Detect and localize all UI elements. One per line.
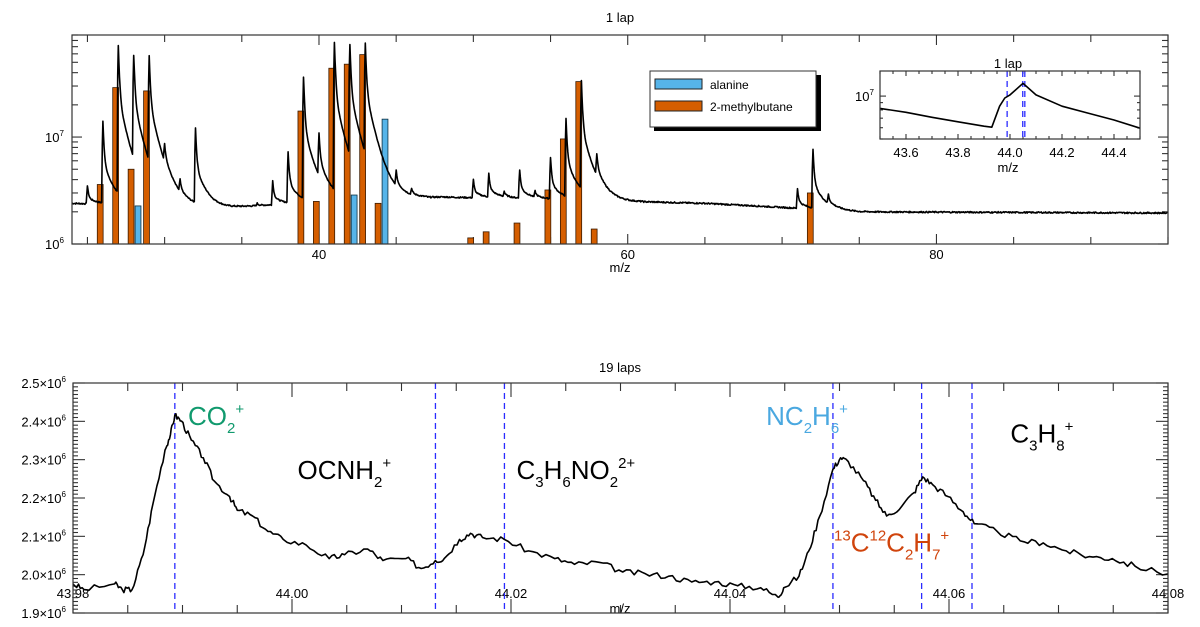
spectrum-line (72, 412, 1169, 599)
bar-2-methylbutane (482, 231, 490, 245)
annotation-c3h6no2-part: 2 (610, 474, 618, 491)
annotation-ocnh2: OCNH2+ (297, 455, 391, 491)
y-tick-label: 2.2×106 (21, 490, 66, 506)
bar-2-methylbutane (467, 237, 475, 245)
y-tick-label: 2.4×106 (21, 413, 66, 429)
legend-label-2-methylbutane: 2-methylbutane (710, 100, 793, 114)
legend-label-alanine: alanine (710, 78, 749, 92)
annotation-c3h6no2-part: C (516, 455, 535, 485)
bar-2-methylbutane (374, 202, 382, 245)
annotation-c3h6no2-part: 3 (535, 474, 543, 491)
bottom-chart-19-laps: 19 laps m/z 43.9844.0044.0244.0444.0644.… (21, 360, 1184, 621)
bar-alanine (381, 118, 389, 245)
annotation-ocnh2-part: OCNH (297, 455, 374, 485)
annotation-nc2h6-part: 2 (804, 420, 812, 437)
x-tick-label: 40 (312, 247, 326, 262)
inset-x-tick-label: 43.6 (893, 145, 918, 160)
legend: alanine 2-methylbutane (649, 70, 821, 131)
annotation-c3h6no2-part: H (544, 455, 563, 485)
bar-2-methylbutane (312, 201, 320, 245)
annotation-c3h8-part: 3 (1029, 437, 1037, 454)
annotation-c13c12c2h7: 13C12C2H7+ (834, 528, 949, 564)
top-chart-frame (71, 34, 1169, 245)
annotation-co2: CO2+ (188, 401, 244, 437)
y-tick-label: 2.1×106 (21, 528, 66, 544)
annotation-c3h8: C3H8+ (1010, 418, 1073, 454)
annotation-c13c12c2h7-part: 13 (834, 528, 851, 545)
inset-x-tick-label: 44.2 (1049, 145, 1074, 160)
top-chart-xlabel: m/z (610, 260, 631, 275)
annotation-co2-part: 2 (227, 420, 235, 437)
y-tick-label: 1.9×106 (21, 605, 66, 621)
annotation-c3h6no2-part: 2+ (618, 455, 635, 472)
annotation-c3h6no2-part: 6 (562, 474, 570, 491)
annotation-co2-part: CO (188, 401, 227, 431)
x-tick-label: 44.00 (276, 586, 309, 601)
top-chart-1-lap: 1 lap m/z 40 60 80 107 106 alanine 2-methylb… (45, 10, 1169, 275)
annotation-c13c12c2h7-part: + (940, 528, 949, 545)
inset-x-tick-label: 44.0 (997, 145, 1022, 160)
x-tick-label: 44.04 (714, 586, 747, 601)
annotation-nc2h6-part: NC (766, 401, 804, 431)
legend-swatch-2-methylbutane (654, 100, 703, 112)
annotation-nc2h6-part: 6 (831, 420, 839, 437)
annotation-c13c12c2h7-part: H (913, 528, 932, 558)
annotation-co2-part: + (235, 401, 244, 418)
annotation-c3h6no2: C3H6NO22+ (516, 455, 635, 491)
inset-chart: 1 lap m/z 43.6 43.8 44.0 44.2 44.4 107 (855, 56, 1141, 175)
inset-xlabel: m/z (998, 160, 1019, 175)
top-chart-title: 1 lap (606, 10, 634, 25)
x-tick-label: 60 (620, 247, 634, 262)
annotation-c13c12c2h7-part: 12 (869, 528, 886, 545)
y-tick-label: 2.3×106 (21, 452, 66, 468)
x-tick-label: 44.06 (933, 586, 966, 601)
annotation-c13c12c2h7-part: C (851, 528, 870, 558)
bar-alanine (134, 205, 142, 245)
inset-title: 1 lap (994, 56, 1022, 71)
annotation-nc2h6-part: + (839, 401, 848, 418)
x-tick-label: 44.02 (495, 586, 528, 601)
y-tick-label: 106 (45, 236, 64, 252)
bar-2-methylbutane (513, 222, 521, 245)
y-tick-label: 2.0×106 (21, 567, 66, 583)
annotation-c13c12c2h7-part: C (886, 528, 905, 558)
bar-2-methylbutane (590, 228, 598, 245)
annotation-c3h8-part: C (1010, 418, 1029, 448)
bottom-chart-title: 19 laps (599, 360, 641, 375)
x-tick-label: 80 (929, 247, 943, 262)
annotation-ocnh2-part: 2 (374, 474, 382, 491)
annotation-c3h8-part: H (1037, 418, 1056, 448)
annotation-c3h8-part: 8 (1056, 437, 1064, 454)
annotation-c13c12c2h7-part: 7 (932, 547, 940, 564)
inset-background (880, 71, 1140, 139)
spectrum-line (71, 41, 1168, 215)
annotation-c13c12c2h7-part: 2 (905, 547, 913, 564)
inset-frame (879, 70, 1141, 140)
annotation-nc2h6-part: H (812, 401, 831, 431)
annotation-c3h6no2-part: NO (571, 455, 610, 485)
annotation-nc2h6: NC2H6+ (766, 401, 848, 437)
annotation-ocnh2-part: + (382, 455, 391, 472)
legend-swatch-alanine (654, 78, 703, 90)
inset-x-tick-label: 44.4 (1101, 145, 1126, 160)
inset-spectrum-line (879, 82, 1141, 129)
y-tick-label: 107 (45, 129, 64, 145)
annotation-c3h8-part: + (1065, 418, 1074, 435)
bar-alanine (350, 194, 358, 245)
bar-2-methylbutane (127, 168, 135, 245)
inset-x-tick-label: 43.8 (945, 145, 970, 160)
inset-y-tick-label: 107 (855, 88, 874, 104)
y-tick-label: 2.5×106 (21, 375, 66, 391)
bottom-chart-frame (72, 382, 1169, 614)
